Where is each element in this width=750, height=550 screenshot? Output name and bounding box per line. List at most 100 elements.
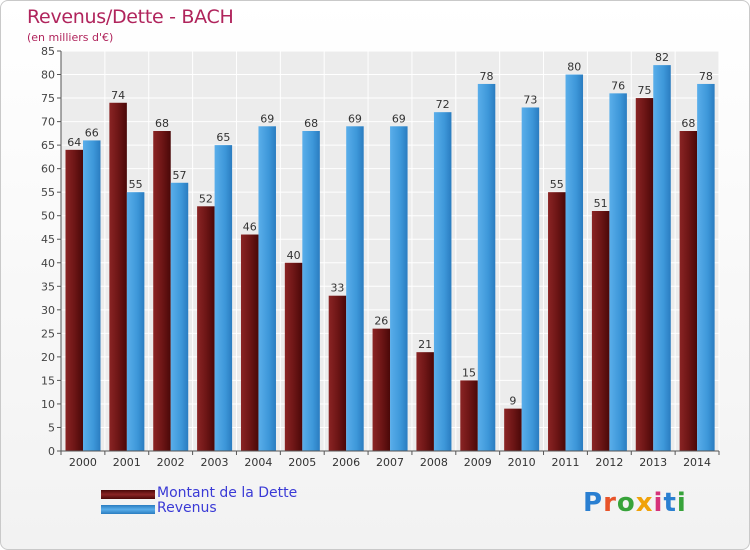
y-tick-label: 35 — [41, 280, 55, 293]
data-label-revenue: 69 — [348, 112, 362, 125]
bar-revenue — [565, 74, 584, 451]
data-label-revenue: 73 — [523, 93, 537, 106]
x-tick-label: 2012 — [595, 456, 623, 469]
legend-swatch-debt — [101, 490, 155, 499]
bar-debt — [416, 352, 434, 451]
data-label-debt: 40 — [287, 249, 301, 262]
bar-revenue — [697, 83, 715, 452]
bar-revenue — [653, 65, 671, 451]
x-tick-label: 2014 — [683, 456, 711, 469]
bar-debt — [372, 328, 391, 451]
bar-revenue — [126, 192, 145, 452]
bar-revenue — [170, 182, 189, 451]
bar-revenue — [390, 126, 408, 451]
bar-debt — [635, 98, 654, 451]
bar-revenue — [302, 131, 320, 451]
y-tick-label: 75 — [41, 92, 55, 105]
data-label-debt: 52 — [199, 192, 213, 205]
data-label-revenue: 68 — [304, 117, 318, 130]
data-label-debt: 51 — [594, 197, 608, 210]
bar-debt — [460, 380, 478, 451]
y-tick-label: 70 — [41, 116, 55, 129]
y-tick-label: 50 — [41, 210, 55, 223]
chart-subtitle: (en milliers d'€) — [27, 31, 114, 44]
bar-debt — [109, 102, 127, 451]
data-label-revenue: 69 — [392, 112, 406, 125]
data-label-debt: 68 — [681, 117, 695, 130]
bar-debt — [240, 234, 259, 451]
data-label-debt: 75 — [638, 84, 652, 97]
y-tick-label: 0 — [48, 445, 55, 458]
y-tick-label: 65 — [41, 139, 55, 152]
data-label-debt: 33 — [330, 282, 344, 295]
x-tick-label: 2005 — [288, 456, 316, 469]
x-tick-label: 2011 — [551, 456, 579, 469]
data-label-revenue: 72 — [436, 98, 450, 111]
y-tick-label: 55 — [41, 186, 55, 199]
x-tick-label: 2000 — [69, 456, 97, 469]
data-label-debt: 26 — [374, 315, 388, 328]
bar-debt — [153, 131, 171, 451]
legend-label-debt: Montant de la Dette — [157, 485, 298, 501]
x-tick-label: 2010 — [508, 456, 536, 469]
bar-revenue — [258, 126, 276, 451]
bar-revenue — [477, 83, 496, 452]
chart-title: Revenus/Dette - BACH — [27, 6, 234, 28]
data-label-revenue: 69 — [260, 112, 274, 125]
bar-debt — [328, 295, 347, 451]
x-tick-label: 2009 — [464, 456, 492, 469]
data-label-revenue: 80 — [567, 61, 581, 74]
data-label-revenue: 65 — [216, 131, 230, 144]
y-tick-label: 85 — [41, 45, 55, 58]
data-label-debt: 74 — [111, 89, 125, 102]
data-label-debt: 21 — [418, 338, 432, 351]
data-label-debt: 46 — [243, 221, 257, 234]
bar-debt — [679, 131, 698, 451]
bars — [65, 65, 715, 452]
bar-revenue — [214, 145, 233, 451]
x-tick-label: 2008 — [420, 456, 448, 469]
legend-swatch-revenue — [101, 505, 155, 514]
bar-revenue — [83, 140, 101, 452]
bar-revenue — [433, 112, 452, 452]
legend-label-revenue: Revenus — [157, 500, 217, 516]
y-tick-label: 40 — [41, 257, 55, 270]
data-label-revenue: 55 — [129, 178, 143, 191]
bar-revenue — [609, 93, 627, 452]
bar-debt — [548, 192, 566, 452]
y-tick-label: 10 — [41, 398, 55, 411]
data-label-revenue: 82 — [655, 51, 669, 64]
data-label-revenue: 66 — [85, 126, 99, 139]
y-tick-label: 30 — [41, 304, 55, 317]
y-tick-label: 45 — [41, 233, 55, 246]
bar-debt — [197, 206, 215, 451]
y-tick-label: 5 — [48, 421, 55, 434]
data-label-debt: 15 — [462, 366, 476, 379]
y-tick-label: 80 — [41, 69, 55, 82]
bar-debt — [504, 408, 522, 451]
x-tick-label: 2006 — [332, 456, 360, 469]
bar-debt — [65, 149, 83, 451]
data-label-revenue: 78 — [480, 70, 494, 83]
data-label-revenue: 76 — [611, 79, 625, 92]
data-label-debt: 9 — [509, 395, 516, 408]
bar-revenue — [346, 126, 364, 451]
x-tick-label: 2013 — [639, 456, 667, 469]
bar-debt — [284, 262, 303, 451]
x-tick-label: 2004 — [244, 456, 272, 469]
data-label-revenue: 57 — [172, 169, 186, 182]
data-label-debt: 55 — [550, 178, 564, 191]
bar-debt — [591, 211, 610, 451]
bar-revenue — [521, 107, 540, 452]
proxiti-logo: Proxiti — [583, 488, 687, 518]
y-tick-label: 15 — [41, 374, 55, 387]
y-tick-label: 20 — [41, 351, 55, 364]
x-tick-label: 2002 — [157, 456, 185, 469]
y-tick-label: 25 — [41, 327, 55, 340]
data-label-debt: 68 — [155, 117, 169, 130]
axes: 0 5 10 15 20 25 30 35 40 45 50 55 60 65 70 75 80 85 2000 20… — [41, 45, 720, 469]
x-tick-label: 2007 — [376, 456, 404, 469]
data-labels: 64 66 74 55 68 57 52 65 46 69 40 68 33 69 26 69 21 72 15 78… — [67, 51, 713, 408]
